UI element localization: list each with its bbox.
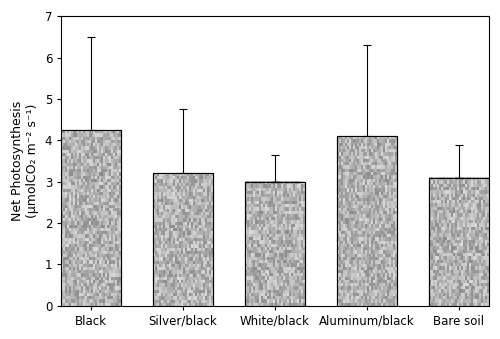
Bar: [429, 178, 489, 306]
Y-axis label: Net Photosynthesis
(μmolCO₂ m⁻² s⁻¹): Net Photosynthesis (μmolCO₂ m⁻² s⁻¹): [11, 101, 39, 221]
Bar: [245, 182, 305, 306]
Bar: [429, 178, 489, 306]
Bar: [337, 136, 397, 306]
Bar: [153, 174, 213, 306]
Bar: [61, 130, 121, 306]
Bar: [153, 174, 213, 306]
Bar: [337, 136, 397, 306]
Bar: [61, 130, 121, 306]
Bar: [245, 182, 305, 306]
